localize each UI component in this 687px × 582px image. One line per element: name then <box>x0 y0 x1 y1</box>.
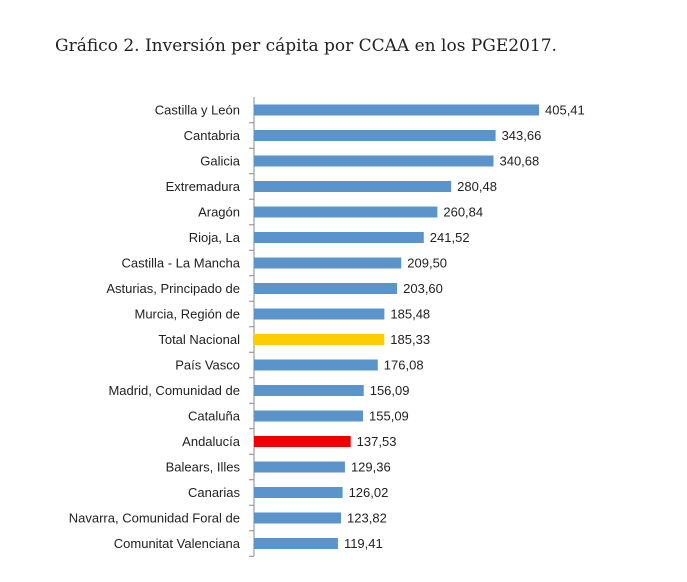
category-label: Andalucía <box>182 434 241 449</box>
data-label: 343,66 <box>502 128 542 143</box>
bar <box>254 461 345 473</box>
data-label: 155,09 <box>369 409 409 424</box>
category-label: Madrid, Comunidad de <box>108 383 240 398</box>
data-label: 203,60 <box>403 281 443 296</box>
data-label: 119,41 <box>344 536 383 551</box>
bar <box>254 334 385 345</box>
category-label: Cantabria <box>184 128 241 143</box>
bar <box>254 512 342 524</box>
bar <box>254 308 385 320</box>
data-label: 260,84 <box>443 205 483 220</box>
data-label: 280,48 <box>457 179 497 194</box>
data-label: 185,33 <box>390 332 430 347</box>
bar <box>254 257 402 269</box>
category-label: Castilla y León <box>155 103 240 118</box>
data-label: 405,41 <box>545 103 585 118</box>
data-label: 129,36 <box>351 460 391 475</box>
category-label: Navarra, Comunidad Foral de <box>69 511 240 526</box>
bar <box>254 359 378 371</box>
bar <box>254 206 438 218</box>
bar <box>254 538 338 549</box>
bar <box>254 410 364 422</box>
bars-layer: Castilla y León 405,41 Cantabria 343,66 Gali… <box>69 103 585 557</box>
category-label: Galicia <box>200 154 241 169</box>
data-label: 126,02 <box>349 485 389 500</box>
data-label: 185,48 <box>390 307 430 322</box>
category-label: Murcia, Región de <box>135 307 241 322</box>
category-label: Rioja, La <box>189 230 241 245</box>
data-label: 156,09 <box>370 383 410 398</box>
category-label: Total Nacional <box>158 332 240 347</box>
category-label: Comunitat Valenciana <box>114 536 241 551</box>
category-label: Asturias, Principado de <box>106 281 240 296</box>
chart-title: Gráfico 2. Inversión per cápita por CCAA… <box>55 36 557 56</box>
category-label: País Vasco <box>175 358 240 373</box>
category-label: Aragón <box>198 205 240 220</box>
category-label: Balears, Illes <box>166 460 241 475</box>
category-label: Cataluña <box>188 409 241 424</box>
data-label: 123,82 <box>347 511 387 526</box>
bar <box>254 385 364 396</box>
bar <box>254 436 351 447</box>
bar <box>254 130 496 141</box>
category-label: Castilla - La Mancha <box>122 256 241 271</box>
bar <box>254 283 398 294</box>
data-label: 176,08 <box>384 358 424 373</box>
data-label: 137,53 <box>357 434 397 449</box>
data-label: 209,50 <box>407 256 447 271</box>
bar <box>254 181 452 192</box>
data-label: 241,52 <box>430 230 470 245</box>
category-label: Canarias <box>188 485 241 500</box>
bar <box>254 487 343 498</box>
bar <box>254 232 424 243</box>
data-label: 340,68 <box>499 154 539 169</box>
category-label: Extremadura <box>166 179 241 194</box>
bar <box>254 104 539 116</box>
bar <box>254 155 494 167</box>
